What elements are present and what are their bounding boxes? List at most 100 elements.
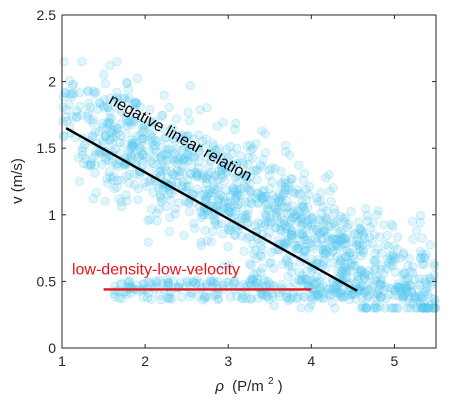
data-point (352, 236, 362, 246)
data-point (311, 237, 322, 247)
data-point (217, 164, 228, 175)
data-point (320, 241, 330, 251)
data-point (118, 93, 128, 103)
data-point (252, 277, 262, 288)
data-point (315, 286, 325, 296)
data-point (257, 244, 267, 255)
data-point (282, 208, 292, 218)
y-tick-label: 0 (48, 340, 56, 356)
data-point (127, 138, 137, 148)
data-point (84, 108, 94, 118)
data-point (370, 257, 380, 267)
data-point (391, 303, 401, 313)
data-point (375, 280, 385, 290)
data-point (389, 303, 399, 313)
data-point (244, 185, 254, 195)
data-point (161, 133, 171, 143)
data-point (424, 273, 435, 283)
data-point (141, 120, 151, 130)
data-point (170, 171, 180, 181)
data-point (212, 290, 222, 300)
data-point (290, 188, 300, 198)
data-point (145, 277, 155, 288)
data-point (400, 290, 410, 300)
data-point (330, 208, 340, 218)
data-point (230, 187, 240, 197)
data-point (165, 294, 175, 304)
data-point (143, 215, 153, 225)
data-point (225, 203, 235, 213)
data-point (224, 223, 234, 233)
data-point (304, 181, 315, 192)
data-point (265, 258, 275, 268)
data-point (327, 285, 337, 295)
x-axis-label-unit: (P/m (232, 378, 264, 395)
data-point (341, 251, 351, 262)
data-point (178, 177, 188, 187)
data-point (219, 176, 229, 186)
data-point (356, 303, 366, 313)
data-point (145, 129, 155, 140)
data-point (423, 303, 433, 313)
data-point (209, 290, 219, 300)
data-point (299, 291, 309, 301)
data-point (126, 147, 136, 157)
data-point (377, 261, 387, 271)
data-point (302, 235, 313, 245)
data-point (415, 299, 426, 309)
data-point (418, 303, 428, 313)
data-point (230, 196, 240, 206)
data-point (233, 225, 243, 235)
data-point (279, 237, 290, 247)
data-point (99, 95, 110, 105)
data-point (328, 258, 339, 268)
data-point (266, 216, 276, 226)
data-point (402, 285, 412, 295)
data-point (83, 87, 93, 97)
data-point (297, 270, 307, 281)
data-point (182, 278, 192, 288)
data-point (193, 291, 203, 301)
data-point (315, 277, 325, 287)
data-point (247, 274, 257, 284)
data-point (105, 167, 115, 177)
data-point (347, 260, 357, 270)
data-point (263, 217, 273, 227)
data-point (398, 270, 408, 280)
data-point (253, 218, 263, 228)
data-point (393, 282, 403, 293)
data-point (189, 151, 199, 162)
data-point (280, 221, 291, 231)
data-point (183, 156, 193, 166)
data-point (109, 95, 119, 105)
data-point (332, 239, 342, 249)
data-point (102, 174, 112, 184)
data-point (361, 268, 371, 279)
data-point (423, 289, 433, 299)
y-tick-label: 2.5 (37, 7, 57, 23)
data-point (214, 193, 225, 203)
data-point (236, 184, 246, 194)
data-point (155, 152, 166, 162)
data-point (192, 184, 202, 194)
data-point (107, 114, 117, 124)
data-point (116, 119, 126, 129)
data-point (292, 184, 302, 195)
data-point (206, 237, 216, 247)
data-point (359, 288, 369, 298)
data-point (382, 230, 392, 241)
data-point (419, 253, 429, 263)
data-point (105, 61, 115, 71)
data-point (167, 123, 177, 133)
data-point (78, 150, 88, 160)
data-point (174, 171, 184, 181)
data-point (162, 274, 172, 285)
data-point (419, 303, 429, 313)
data-point (361, 303, 371, 313)
data-point (380, 239, 391, 250)
data-point (324, 284, 335, 294)
data-point (347, 289, 357, 300)
data-point (361, 303, 372, 313)
data-point (337, 235, 347, 245)
data-point (261, 213, 272, 223)
